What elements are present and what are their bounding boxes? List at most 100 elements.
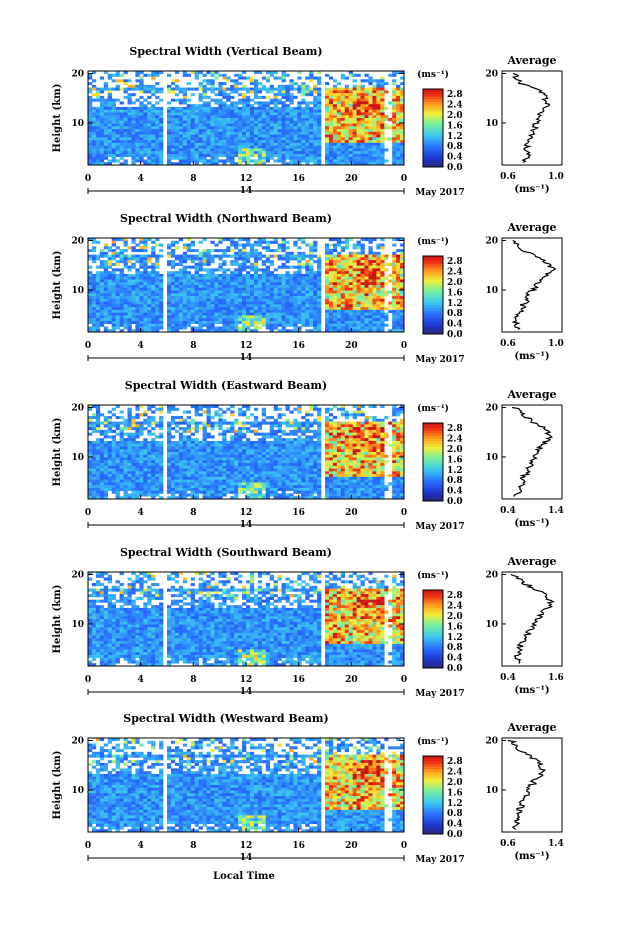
- heatmap-cell: [349, 324, 353, 327]
- heatmap-cell: [325, 263, 329, 266]
- heatmap-cell: [159, 112, 163, 115]
- heatmap-cell: [246, 140, 250, 143]
- heatmap-cell: [128, 422, 132, 425]
- heatmap-cell: [282, 146, 286, 149]
- heatmap-cell: [147, 90, 151, 93]
- heatmap-cell: [135, 74, 139, 77]
- heatmap-cell: [120, 318, 124, 321]
- heatmap-cell: [329, 266, 333, 269]
- heatmap-cell: [274, 310, 278, 313]
- heatmap-cell: [207, 257, 211, 260]
- heatmap-cell: [139, 96, 143, 99]
- heatmap-cell: [396, 263, 400, 266]
- heatmap-cell: [104, 154, 108, 157]
- heatmap-cell: [376, 99, 380, 102]
- heatmap-cell: [297, 148, 301, 151]
- heatmap-cell: [143, 419, 147, 422]
- heatmap-cell: [159, 118, 163, 121]
- heatmap-cell: [337, 107, 341, 110]
- heatmap-cell: [380, 82, 384, 85]
- heatmap-cell: [179, 288, 183, 291]
- heatmap-cell: [353, 268, 357, 271]
- heatmap-cell: [250, 274, 254, 277]
- heatmap-cell: [333, 93, 337, 96]
- heatmap-cell: [325, 107, 329, 110]
- heatmap-cell: [337, 324, 341, 327]
- heatmap-cell: [120, 118, 124, 121]
- heatmap-cell: [222, 115, 226, 118]
- heatmap-cell: [337, 121, 341, 124]
- heatmap-cell: [313, 288, 317, 291]
- heatmap-cell: [297, 277, 301, 280]
- colorbar-swatch: [423, 264, 443, 267]
- heatmap-cell: [361, 118, 365, 121]
- heatmap-cell: [104, 313, 108, 316]
- heatmap-cell: [108, 307, 112, 310]
- heatmap-cell: [353, 90, 357, 93]
- heatmap-cell: [254, 241, 258, 244]
- heatmap-cell: [222, 324, 226, 327]
- heatmap-cell: [218, 263, 222, 266]
- heatmap-cell: [108, 282, 112, 285]
- heatmap-cell: [92, 318, 96, 321]
- heatmap-cell: [301, 293, 305, 296]
- heatmap-cell: [171, 266, 175, 269]
- heatmap-cell: [234, 321, 238, 324]
- heatmap-cell: [317, 304, 321, 307]
- heatmap-cell: [195, 255, 199, 258]
- heatmap-cell: [179, 124, 183, 127]
- heatmap-cell: [159, 159, 163, 162]
- heatmap-cell: [376, 299, 380, 302]
- heatmap-cell: [218, 101, 222, 104]
- heatmap-cell: [108, 279, 112, 282]
- heatmap-cell: [175, 112, 179, 115]
- heatmap-cell: [167, 315, 171, 318]
- heatmap-cell: [120, 146, 124, 149]
- heatmap-cell: [365, 313, 369, 316]
- heatmap-cell: [372, 132, 376, 135]
- heatmap-cell: [124, 244, 128, 247]
- heatmap-cell: [286, 260, 290, 263]
- heatmap-cell: [175, 291, 179, 294]
- heatmap-cell: [210, 268, 214, 271]
- heatmap-cell: [143, 112, 147, 115]
- heatmap-cell: [143, 107, 147, 110]
- average-unit: (ms⁻¹): [514, 184, 549, 195]
- heatmap-cell: [270, 148, 274, 151]
- heatmap-cell: [368, 260, 372, 263]
- heatmap-cell: [376, 129, 380, 132]
- heatmap-cell: [254, 304, 258, 307]
- heatmap-cell: [104, 115, 108, 118]
- heatmap-cell: [124, 154, 128, 157]
- heatmap-cell: [325, 310, 329, 313]
- heatmap-cell: [155, 422, 159, 425]
- heatmap-cell: [214, 310, 218, 313]
- heatmap-cell: [155, 326, 159, 329]
- heatmap-cell: [317, 143, 321, 146]
- heatmap-cell: [337, 118, 341, 121]
- heatmap-cell: [270, 304, 274, 307]
- heatmap-cell: [372, 321, 376, 324]
- heatmap-cell: [349, 260, 353, 263]
- heatmap-cell: [278, 302, 282, 305]
- heatmap-cell: [365, 90, 369, 93]
- heatmap-cell: [313, 101, 317, 104]
- heatmap-cell: [329, 249, 333, 252]
- heatmap-cell: [214, 296, 218, 299]
- heatmap-cell: [293, 255, 297, 258]
- heatmap-cell: [368, 307, 372, 310]
- heatmap-cell: [238, 82, 242, 85]
- heatmap-cell: [214, 99, 218, 102]
- heatmap-cell: [266, 288, 270, 291]
- heatmap-cell: [155, 293, 159, 296]
- heatmap-cell: [88, 315, 92, 318]
- heatmap-cell: [333, 302, 337, 305]
- heatmap-cell: [159, 282, 163, 285]
- heatmap-cell: [317, 82, 321, 85]
- heatmap-cell: [250, 249, 254, 252]
- heatmap-cell: [258, 321, 262, 324]
- heatmap-cell: [128, 126, 132, 129]
- heatmap-cell: [246, 104, 250, 107]
- heatmap-cell: [380, 310, 384, 313]
- heatmap-cell: [392, 148, 396, 151]
